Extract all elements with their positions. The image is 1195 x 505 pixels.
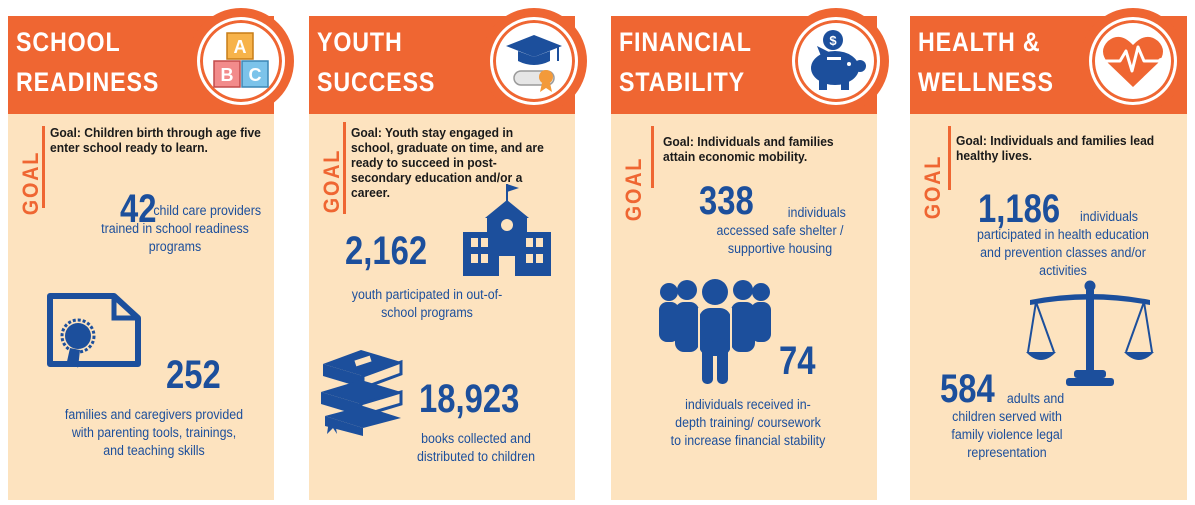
stat-description: individuals accessed safe shelter / supp… (716, 205, 846, 256)
certificate-icon (44, 290, 144, 375)
title-line-2: READINESS (16, 67, 160, 97)
goal-label: GOAL (319, 148, 344, 214)
goal-label: GOAL (621, 156, 646, 222)
stat-value: 252 (166, 353, 221, 397)
abc-blocks-icon: A B C (188, 8, 294, 114)
stat-value: 338 (699, 179, 754, 223)
goal-tab: GOAL (18, 148, 44, 218)
goal-text: Goal: Youth stay engaged in school, grad… (351, 125, 544, 200)
title-line-1: YOUTH (317, 27, 403, 57)
stat-description: adults and children served with family v… (951, 391, 1065, 460)
title-line-2: STABILITY (619, 67, 745, 97)
panel-title: FINANCIAL STABILITY (619, 22, 770, 102)
panel-school-readiness: SCHOOL READINESS A B C GOAL Goal: Childr… (8, 8, 294, 500)
stat-value: 584 (940, 367, 995, 411)
stat-value: 1,186 (978, 187, 1061, 231)
goal-divider (651, 126, 654, 188)
panel-title: HEALTH & WELLNESS (918, 22, 1069, 102)
goal-tab: GOAL (621, 154, 647, 224)
goal-divider (42, 126, 45, 208)
goal-text: Goal: Individuals and families lead heal… (956, 133, 1155, 163)
stat-description: individuals received in-depth training/ … (670, 397, 826, 448)
stat-description: families and caregivers provided with pa… (64, 407, 244, 458)
stat-description: books collected and distributed to child… (416, 431, 536, 464)
goal-label: GOAL (18, 150, 43, 216)
graduation-cap-diploma-icon (481, 8, 587, 114)
people-group-icon (655, 278, 775, 393)
goal-text: Goal: Children birth through age five en… (50, 125, 261, 155)
books-stack-icon (317, 342, 405, 443)
goal-tab: GOAL (319, 146, 345, 216)
panel-health-wellness: HEALTH & WELLNESS GOAL Goal: Individuals… (910, 8, 1187, 500)
title-line-1: HEALTH & (918, 27, 1041, 57)
stat-value: 74 (779, 339, 816, 383)
goal-divider (343, 122, 346, 214)
stat-value: 2,162 (345, 229, 428, 273)
stat-description: child care providers trained in school r… (101, 203, 262, 254)
panel-title: SCHOOL READINESS (16, 22, 167, 102)
panel-youth-success: YOUTH SUCCESS GOAL Goal: Youth stay enga… (309, 8, 587, 500)
goal-label: GOAL (920, 154, 945, 220)
school-building-icon (459, 180, 555, 285)
piggy-bank-icon: $ (783, 8, 889, 114)
panel-title: YOUTH SUCCESS (317, 22, 468, 102)
goal-tab: GOAL (920, 152, 946, 222)
panel-financial-stability: FINANCIAL STABILITY $ GOAL Goal: Individ… (611, 8, 889, 500)
scales-of-justice-icon (1026, 278, 1154, 393)
heart-pulse-icon (1080, 8, 1186, 114)
title-line-2: SUCCESS (317, 67, 436, 97)
stat-value: 42 (120, 187, 157, 231)
goal-text: Goal: Individuals and families attain ec… (663, 134, 834, 164)
block-a-letter: A (234, 37, 247, 57)
title-line-2: WELLNESS (918, 67, 1054, 97)
svg-text:$: $ (829, 33, 837, 48)
title-line-1: FINANCIAL (619, 27, 752, 57)
stat-description: youth participated in out-of-school prog… (351, 287, 503, 320)
stat-description: individuals participated in health educa… (977, 209, 1149, 278)
goal-divider (948, 126, 951, 190)
title-line-1: SCHOOL (16, 27, 121, 57)
block-b-letter: B (221, 65, 234, 85)
stat-value: 18,923 (419, 377, 520, 421)
block-c-letter: C (249, 65, 262, 85)
